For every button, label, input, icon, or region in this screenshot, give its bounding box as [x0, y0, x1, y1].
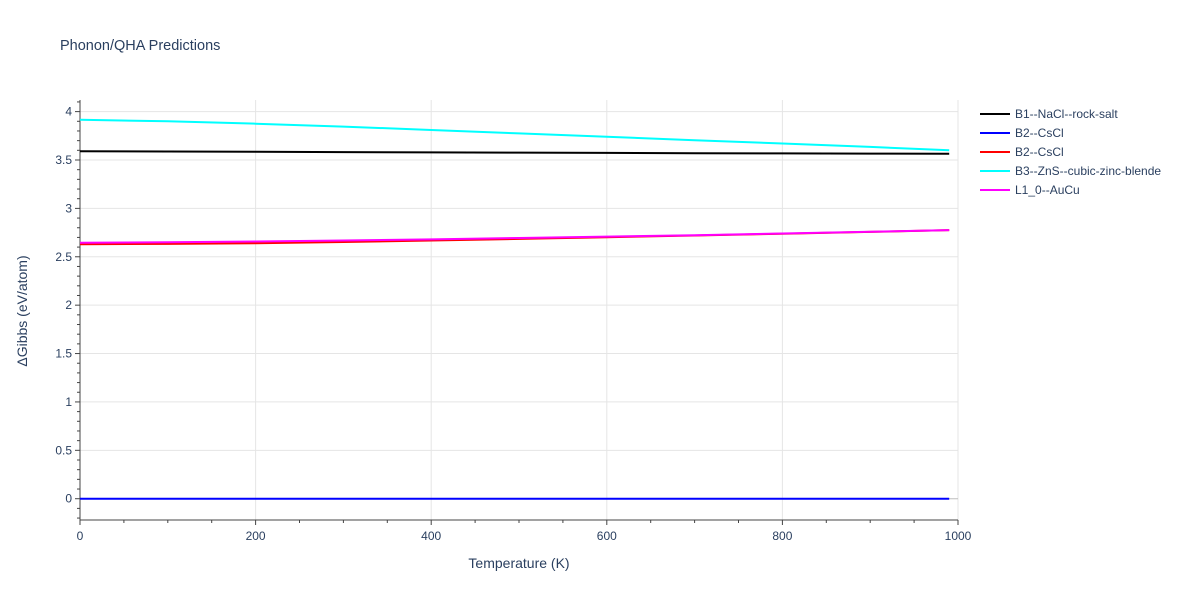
x-tick-label: 0	[77, 529, 84, 543]
legend-item[interactable]: L1_0--AuCu	[980, 183, 1080, 197]
x-tick-label: 1000	[945, 529, 972, 543]
y-tick-label: 3	[65, 201, 72, 215]
grid-lines	[80, 100, 959, 520]
legend-label: B2--CsCl	[1015, 145, 1064, 159]
legend-item[interactable]: B1--NaCl--rock-salt	[980, 107, 1118, 121]
legend-item[interactable]: B2--CsCl	[980, 145, 1064, 159]
x-tick-label: 600	[597, 529, 617, 543]
y-tick-label: 2.5	[55, 250, 72, 264]
y-tick-label: 3.5	[55, 153, 72, 167]
y-tick-label: 1.5	[55, 347, 72, 361]
axes	[75, 100, 959, 525]
y-tick-label: 0	[65, 492, 72, 506]
y-tick-label: 4	[65, 105, 72, 119]
series-lines	[79, 118, 950, 500]
y-axis-title: ΔGibbs (eV/atom)	[14, 255, 30, 366]
y-tick-label: 1	[65, 395, 72, 409]
x-axis-title: Temperature (K)	[468, 555, 569, 571]
x-tick-label: 400	[421, 529, 441, 543]
legend-label: L1_0--AuCu	[1015, 183, 1080, 197]
legend-item[interactable]: B3--ZnS--cubic-zinc-blende	[980, 164, 1161, 178]
series-line-1	[79, 150, 950, 155]
y-tick-label: 2	[65, 298, 72, 312]
legend-label: B1--NaCl--rock-salt	[1015, 107, 1118, 121]
series-line-5	[79, 229, 950, 244]
x-tick-label: 200	[246, 529, 266, 543]
chart-title: Phonon/QHA Predictions	[60, 38, 220, 54]
legend-label: B2--CsCl	[1015, 126, 1064, 140]
legend-item[interactable]: B2--CsCl	[980, 126, 1064, 140]
tick-labels: 0 200 400 600 800 1000 0 0.5 1 1.5 2 2.5 3 3.5 4	[55, 105, 971, 543]
legend-label: B3--ZnS--cubic-zinc-blende	[1015, 164, 1161, 178]
x-tick-label: 800	[772, 529, 792, 543]
series-line-4	[79, 118, 950, 152]
y-tick-label: 0.5	[55, 443, 72, 457]
legend[interactable]: B1--NaCl--rock-salt B2--CsCl B2--CsCl B3--Z…	[980, 107, 1161, 197]
